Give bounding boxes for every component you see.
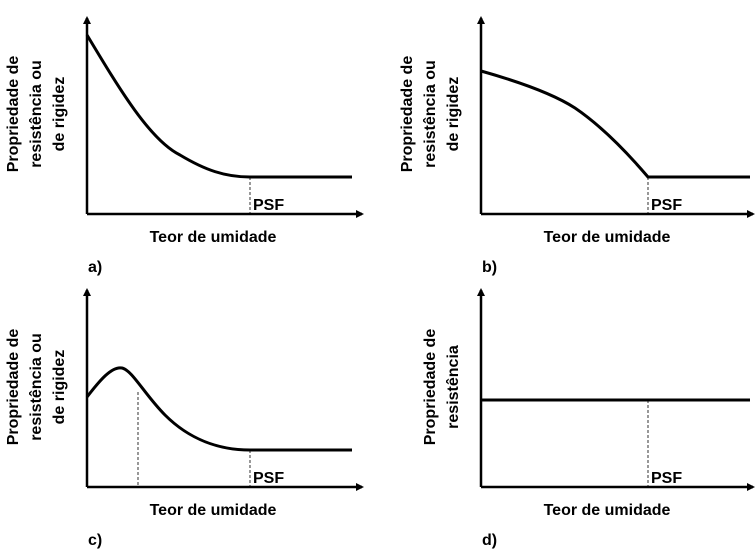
y-axis-label: de rigidez xyxy=(51,350,68,425)
panel-a-shapes xyxy=(83,16,364,218)
y-axis-label: Propriedade de xyxy=(422,329,439,446)
y-axis-label: Propriedade de xyxy=(5,56,22,173)
panel-label: a) xyxy=(88,259,102,276)
curve xyxy=(480,69,750,179)
psf-label: PSF xyxy=(253,470,284,487)
y-axis-label: resistência ou xyxy=(422,60,439,168)
y-axis-label: resistência xyxy=(445,345,462,429)
psf-label: PSF xyxy=(651,470,682,487)
y-axis-label: de rigidez xyxy=(445,77,462,152)
x-axis-label: Teor de umidade xyxy=(544,502,671,519)
x-axis-label: Teor de umidade xyxy=(150,229,277,246)
panel-label: b) xyxy=(482,259,497,276)
psf-label: PSF xyxy=(651,197,682,214)
panel-d-shapes xyxy=(477,288,755,491)
y-axis-label: Propriedade de xyxy=(399,56,416,173)
curve xyxy=(85,34,352,179)
psf-label: PSF xyxy=(253,197,284,214)
panel-c-shapes xyxy=(83,288,364,491)
panel-label: c) xyxy=(88,532,102,549)
panel-label: d) xyxy=(482,532,497,549)
panel-b-shapes xyxy=(477,16,755,218)
y-axis-label: resistência ou xyxy=(28,333,45,441)
curve xyxy=(85,366,352,452)
x-axis-label: Teor de umidade xyxy=(544,229,671,246)
y-axis-label: resistência ou xyxy=(28,60,45,168)
y-axis-label: de rigidez xyxy=(51,77,68,152)
x-axis-label: Teor de umidade xyxy=(150,502,277,519)
y-axis-label: Propriedade de xyxy=(5,329,22,446)
